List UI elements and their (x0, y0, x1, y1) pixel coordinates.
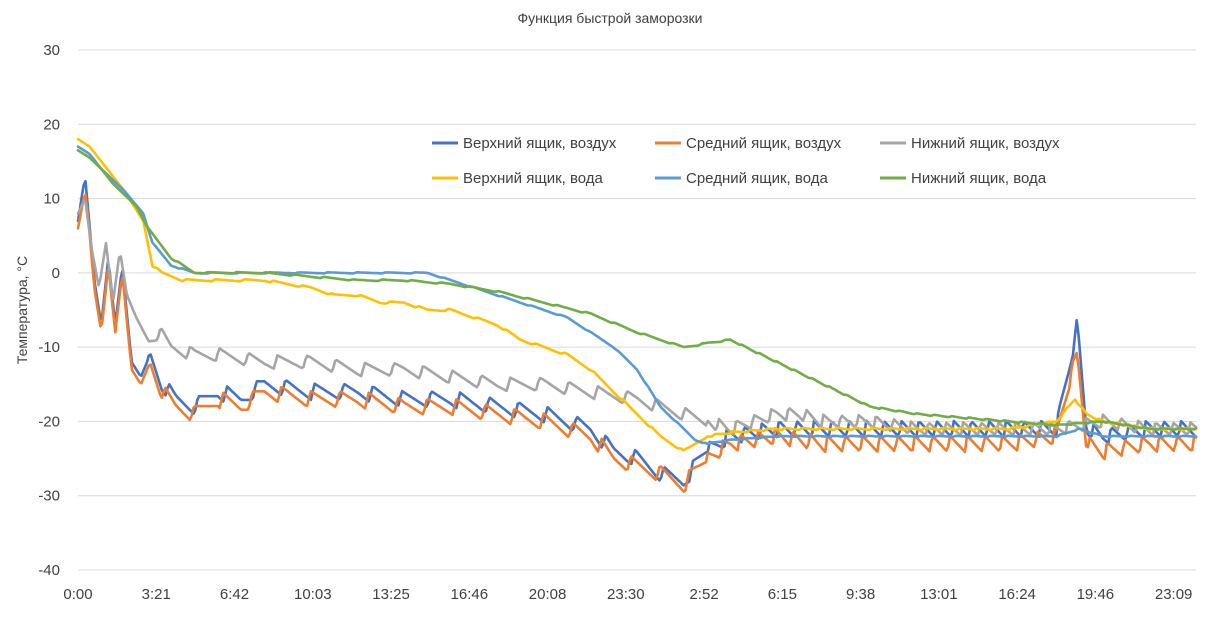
y-tick-label: 10 (43, 191, 60, 208)
y-axis-label: Температура, °C (14, 256, 30, 364)
y-tick-label: 0 (52, 265, 60, 282)
x-tick-label: 13:25 (372, 586, 410, 603)
x-tick-label: 23:09 (1155, 586, 1193, 603)
y-tick-label: -40 (38, 562, 60, 579)
x-tick-label: 13:01 (920, 586, 958, 603)
series-line-4 (76, 137, 1198, 452)
x-tick-label: 23:30 (607, 586, 645, 603)
grid-lines (78, 49, 1196, 571)
series-line-1 (76, 179, 1198, 487)
legend-label: Верхний ящик, вода (463, 170, 604, 187)
legend-label: Нижний ящик, вода (911, 170, 1047, 187)
x-tick-label: 0:00 (63, 586, 92, 603)
legend-label: Верхний ящик, воздух (463, 135, 617, 152)
y-tick-label: -20 (38, 413, 60, 430)
chart-title: Функция быстрой заморозки (518, 10, 703, 26)
x-axis-ticks: 0:00 3:21 6:42 10:03 13:25 16:46 20:08 23:30 2:5… (63, 586, 1192, 603)
legend-label: Нижний ящик, воздух (911, 135, 1060, 152)
series-line-6 (76, 149, 1198, 431)
x-tick-label: 16:46 (451, 586, 489, 603)
x-tick-label: 6:15 (768, 586, 797, 603)
plot-area (76, 137, 1198, 493)
y-tick-label: -30 (38, 488, 60, 505)
legend: Верхний ящик, воздух Средний ящик, воздух… (432, 135, 1060, 187)
x-tick-label: 20:08 (529, 586, 567, 603)
series-line-3 (76, 200, 1198, 437)
x-tick-label: 16:24 (998, 586, 1036, 603)
x-tick-label: 3:21 (142, 586, 171, 603)
x-tick-label: 19:46 (1077, 586, 1115, 603)
legend-label: Средний ящик, воздух (686, 135, 842, 152)
y-axis-ticks: 30 20 10 0 -10 -20 -30 -40 (38, 42, 60, 579)
y-tick-label: -10 (38, 339, 60, 356)
x-tick-label: 9:38 (846, 586, 875, 603)
x-tick-label: 6:42 (220, 586, 249, 603)
x-tick-label: 10:03 (294, 586, 332, 603)
y-tick-label: 20 (43, 116, 60, 133)
series-line-2 (76, 193, 1198, 493)
y-tick-label: 30 (43, 42, 60, 59)
legend-label: Средний ящик, вода (686, 170, 828, 187)
x-tick-label: 2:52 (689, 586, 718, 603)
